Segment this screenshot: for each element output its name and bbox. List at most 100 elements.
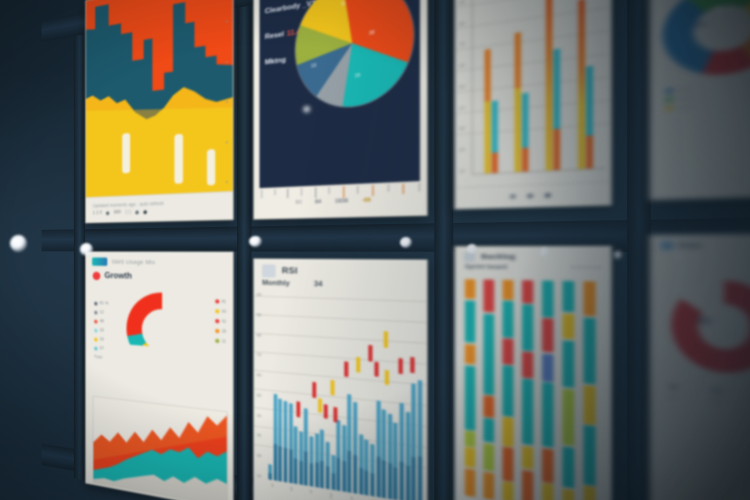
- pie-slice-label: 13: [310, 62, 317, 69]
- axis-tick: [314, 187, 316, 199]
- heatmap-cell[interactable]: [522, 378, 534, 446]
- heatmap-cell[interactable]: [483, 395, 495, 418]
- axis-tick: [372, 184, 374, 197]
- heatmap-cell[interactable]: [464, 430, 476, 447]
- panel-revenue-split[interactable]: • • • • dashboard Stream Mktg Clearbody …: [253, 0, 428, 220]
- signal-markers: [254, 289, 426, 500]
- heatmap-cell[interactable]: [583, 425, 596, 486]
- y-tick: 60: [459, 62, 465, 69]
- panel-subtitle-backlog: Sprint board: [464, 264, 508, 271]
- heatmap-cell[interactable]: [542, 382, 554, 448]
- axis-tick: [287, 188, 289, 199]
- app-icon: [262, 264, 276, 278]
- heatmap-cell[interactable]: [483, 417, 495, 444]
- pie-slice-label: 19: [354, 72, 361, 79]
- bar-group: [545, 0, 560, 171]
- heatmap-cell[interactable]: [464, 300, 476, 343]
- heatmap-cell[interactable]: [583, 485, 596, 500]
- heatmap-cell[interactable]: [583, 317, 596, 385]
- legend-row: 11: [215, 338, 226, 344]
- dark-canvas-revenue: Stream Mktg Clearbody _V1 2m Resel 11.48…: [259, 0, 421, 189]
- status-badge-dot: [92, 271, 101, 280]
- status-dot: [143, 209, 148, 214]
- axis-tick-dot: [226, 100, 228, 103]
- legend-sms-left: 81 % 12 48 33 19 07 Total: [94, 301, 108, 361]
- heatmap-cell[interactable]: [522, 280, 534, 304]
- panel-title-rsi: RSI: [281, 266, 298, 277]
- brand-logo-icon: [92, 257, 108, 266]
- panel-rate-ring[interactable]: Rate 62 41 pct 18 pct: [649, 233, 750, 500]
- legend-row: 12: [94, 310, 108, 315]
- heatmap-cell[interactable]: [522, 470, 534, 500]
- heatmap-cell[interactable]: [522, 445, 534, 470]
- marker-red: [312, 381, 317, 399]
- heatmap-cell[interactable]: [562, 340, 575, 388]
- axis-tick: [403, 183, 405, 194]
- legend-row: Total: [94, 354, 103, 361]
- heatmap-cell[interactable]: [502, 417, 514, 447]
- heatmap-cell[interactable]: [464, 468, 476, 498]
- heatmap-cell[interactable]: [542, 353, 554, 382]
- panel-channel-mix[interactable]: Mix 9x A 34 B 22 C 16: [649, 0, 750, 201]
- pie-chart-revenue[interactable]: 11 38 19 13: [295, 0, 414, 112]
- panel-header-sms: SMS Usage Mix: [86, 252, 233, 270]
- heatmap-cell[interactable]: [502, 279, 514, 300]
- heatmap-cell[interactable]: [562, 313, 575, 340]
- footer-metric: 880: [113, 210, 122, 216]
- heatmap-cell[interactable]: [583, 281, 596, 317]
- y-tick: 20: [459, 147, 465, 153]
- marker-red: [374, 361, 379, 377]
- panel-backlog-board[interactable]: Backlog Sprint board • • • • • •: [454, 245, 612, 500]
- panel-meta-backlog: • • • • • •: [571, 265, 600, 273]
- heatmap-cell[interactable]: [502, 300, 514, 338]
- led-indicator: [400, 237, 412, 248]
- heatmap-cell[interactable]: [502, 365, 514, 417]
- heatmap-cell[interactable]: [502, 338, 514, 365]
- bar-group: [514, 0, 529, 172]
- stat-sub: pct: [711, 396, 721, 403]
- heatmap-cell[interactable]: [464, 279, 476, 300]
- heatmap-cell[interactable]: [542, 482, 554, 500]
- heatmap-cell[interactable]: [483, 279, 495, 313]
- heatmap-cell[interactable]: [502, 446, 514, 482]
- pie-slice-label: 38: [368, 29, 375, 37]
- heatmap-cell[interactable]: [542, 280, 554, 318]
- heatmap-cell[interactable]: [562, 488, 575, 500]
- panel-traffic-overview[interactable]: Updated moments ago · auto refresh 1 1 0…: [85, 0, 234, 224]
- heatmap-cell[interactable]: [542, 318, 554, 353]
- heatmap-column: [502, 279, 514, 500]
- heatmap-cell[interactable]: [483, 313, 495, 396]
- panel-sms-usage-mix[interactable]: SMS Usage Mix Growth 81 % 12: [85, 251, 234, 500]
- gauge-arc: [125, 291, 202, 374]
- panel-units-by-region[interactable]: Units by region 100 90 80 70: [454, 0, 612, 210]
- y-tick: 80: [459, 20, 465, 27]
- legend-row: C 16: [665, 104, 691, 112]
- marker-yellow: [356, 356, 361, 373]
- axis-label: -88: [361, 197, 371, 204]
- heatmap-cell[interactable]: [502, 481, 514, 500]
- marker-red: [398, 357, 403, 375]
- heatmap-cell[interactable]: [483, 443, 495, 472]
- ring-chart-rate: 62 41 pct 18 pct: [651, 253, 750, 500]
- heatmap-cell[interactable]: [483, 471, 495, 500]
- heatmap-cell[interactable]: [464, 365, 476, 431]
- heatmap-cell[interactable]: [562, 388, 575, 447]
- donut-chart-mix[interactable]: [662, 0, 750, 81]
- legend-dot: [509, 193, 516, 200]
- status-dot: [135, 210, 140, 215]
- legend-row: 42: [215, 318, 226, 324]
- heatmap-cell[interactable]: [562, 446, 575, 489]
- heatmap-cell[interactable]: [542, 447, 554, 483]
- panel-rsi-monthly[interactable]: RSI Monthly 34 00 90 80 70: [253, 258, 428, 500]
- rail-vertical-2: [237, 5, 252, 500]
- heatmap-cell[interactable]: [583, 385, 596, 425]
- donut-chart-rate[interactable]: [671, 279, 750, 377]
- led-indicator: [303, 106, 311, 113]
- heatmap-cell[interactable]: [522, 351, 534, 379]
- heatmap-column: [583, 281, 596, 500]
- legend-dot: [526, 193, 533, 199]
- heatmap-cell[interactable]: [562, 280, 575, 313]
- heatmap-cell[interactable]: [464, 343, 476, 365]
- heatmap-cell[interactable]: [464, 447, 476, 469]
- heatmap-cell[interactable]: [522, 304, 534, 351]
